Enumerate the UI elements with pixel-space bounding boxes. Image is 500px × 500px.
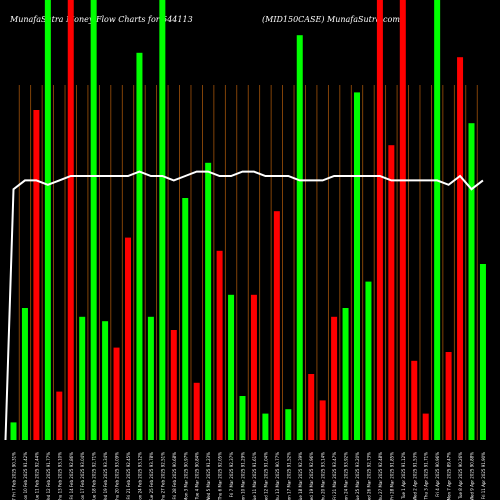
x-tick-label: Mon 10 Mar 2025 91.29%: [241, 452, 246, 500]
bar: [33, 110, 40, 440]
chart-subtitle: (MID150CASE) MunafaSutra.com: [262, 15, 400, 24]
bar: [365, 281, 372, 440]
bar: [239, 396, 246, 440]
bar: [273, 211, 280, 440]
bar: [479, 264, 486, 440]
x-tick-label: Mon 24 Feb 2025 93.12%: [137, 452, 142, 500]
chart-title: MunafaSutra Money Flow Charts for 544113: [10, 15, 193, 24]
money-flow-line: [4, 170, 484, 441]
bar: [182, 198, 189, 440]
x-tick-label: Tue 8 Apr 2025 90.26%: [458, 452, 463, 500]
x-tick-label: Tue 18 Mar 2025 92.39%: [298, 452, 303, 500]
bar: [342, 308, 349, 440]
x-tick-label: Wed 9 Apr 2025 90.88%: [470, 452, 475, 500]
bar: [445, 352, 452, 440]
bar: [228, 294, 235, 440]
grid-lines: [18, 85, 478, 440]
x-tick-label: Wed 12 Feb 2025 91.77%: [46, 452, 51, 500]
bar: [21, 308, 28, 440]
bar: [216, 250, 223, 440]
x-tick-label: Fri 21 Feb 2025 92.45%: [126, 452, 131, 500]
x-tick-label: Fri 14 Feb 2025 92.86%: [69, 452, 74, 500]
bar: [102, 321, 109, 440]
x-tick-label: Thu 20 Mar 2025 93.14%: [321, 452, 326, 500]
bar: [399, 0, 406, 440]
x-tick-label: Thu 3 Apr 2025 91.71%: [424, 452, 429, 500]
bar: [388, 145, 395, 440]
flow-line: [4, 170, 484, 441]
x-tick-label: Thu 6 Mar 2025 92.05%: [218, 452, 223, 500]
x-tick-label: Wed 26 Mar 2025 92.73%: [366, 452, 371, 500]
x-tick-labels: F 7 Fri 7 Feb 2025 90.31% Mon 10 Feb 2025…: [12, 452, 486, 500]
bar: [411, 360, 418, 440]
x-tick-label: Thu 27 Feb 2025 92.51%: [160, 452, 165, 500]
bar: [205, 162, 212, 441]
bar: [468, 123, 475, 440]
x-tick-label: Mon 7 Apr 2025 89.47%: [447, 452, 452, 500]
bar: [125, 237, 131, 440]
x-tick-label: Tue 4 Mar 2025 90.84%: [195, 452, 200, 500]
bar: [159, 0, 166, 440]
bar: [56, 391, 63, 440]
bar: [113, 347, 120, 440]
x-tick-label: Wed 19 Feb 2025 93.34%: [103, 452, 108, 500]
bar: [331, 316, 338, 440]
bar: [285, 409, 292, 440]
bar: [262, 413, 269, 440]
x-tick-label: Fri 7 Mar 2025 92.37%: [229, 452, 234, 498]
x-tick-label: F 7 Fri 7 Feb 2025 90.31%: [12, 452, 17, 500]
bar: [10, 422, 17, 440]
x-tick-label: Tue 11 Feb 2025 92.44%: [34, 452, 39, 500]
bar: [67, 0, 74, 440]
x-tick-label: Mon 17 Mar 2025 91.52%: [286, 452, 291, 500]
x-tick-label: Thu 13 Mar 2025 90.77%: [275, 452, 280, 500]
x-tick-label: Mon 10 Feb 2025 91.42%: [23, 452, 28, 500]
x-tick-label: Wed 2 Apr 2025 91.53%: [412, 452, 417, 500]
bar: [376, 0, 383, 440]
x-tick-label: Mon 17 Feb 2025 93.04%: [80, 452, 85, 500]
bar: [136, 52, 143, 441]
bar: [44, 0, 51, 440]
bar: [193, 382, 200, 440]
x-tick-label: Tue 25 Feb 2025 93.78%: [149, 452, 154, 500]
x-tick-label: Fri 28 Feb 2025 90.68%: [172, 452, 177, 500]
bar: [79, 316, 86, 440]
x-tick-label: Tue 11 Mar 2025 91.61%: [252, 452, 257, 500]
x-tick-label: Tue 1 Apr 2025 91.12%: [401, 452, 406, 500]
x-tick-label: Thu 13 Feb 2025 93.10%: [57, 452, 62, 500]
x-tick-label: Tue 25 Mar 2025 93.20%: [355, 452, 360, 500]
x-tick-label: Thu 20 Feb 2025 93.09%: [115, 452, 120, 500]
bars: [10, 0, 486, 441]
x-tick-label: Tue 18 Feb 2025 92.71%: [92, 452, 97, 500]
bar: [147, 316, 154, 440]
bar: [90, 0, 97, 440]
x-tick-label: Mon 3 Mar 2025 90.97%: [183, 452, 188, 500]
x-tick-label: Fri 21 Mar 2025 93.47%: [332, 452, 337, 500]
bar: [319, 400, 326, 440]
x-tick-label: Fri 11 Apr 2025 91.90%: [481, 452, 486, 499]
bar: [422, 413, 429, 440]
bar: [434, 0, 441, 440]
x-tick-label: Fri 4 Apr 2025 90.96%: [435, 452, 440, 497]
x-tick-label: Wed 12 Mar 2025 91.04%: [263, 452, 268, 500]
x-tick-label: Mon 24 Mar 2025 93.92%: [344, 452, 349, 500]
bar: [296, 35, 303, 440]
bar: [308, 374, 315, 440]
bar: [457, 57, 464, 440]
x-tick-label: Fri 28 Mar 2025 91.85%: [389, 452, 394, 500]
bar: [250, 294, 257, 440]
bar: [354, 92, 360, 441]
x-tick-label: Wed 5 Mar 2025 91.23%: [206, 452, 211, 500]
x-tick-label: Thu 27 Mar 2025 92.48%: [378, 452, 383, 500]
bar: [170, 330, 177, 440]
x-tick-label: Wed 19 Mar 2025 92.96%: [309, 452, 314, 500]
